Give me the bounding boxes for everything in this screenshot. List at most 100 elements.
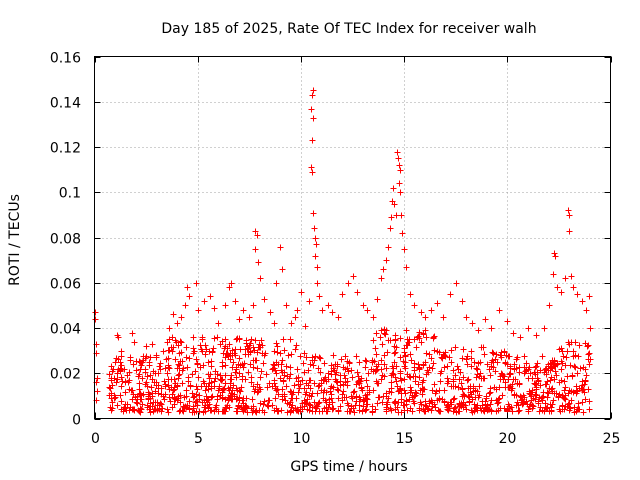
- data-point: [506, 353, 513, 360]
- data-point: [431, 401, 438, 408]
- data-point: [202, 351, 209, 358]
- data-point: [486, 406, 493, 413]
- data-point: [339, 397, 346, 404]
- data-point: [222, 396, 229, 403]
- data-point: [575, 353, 582, 360]
- data-point: [547, 367, 554, 374]
- data-point: [482, 316, 489, 323]
- data-point: [180, 408, 187, 415]
- data-point: [311, 225, 318, 232]
- data-point: [511, 392, 518, 399]
- data-point: [441, 399, 448, 406]
- data-point: [473, 404, 480, 411]
- data-point: [211, 383, 218, 390]
- y-axis-label: ROTI / TECUs: [7, 194, 23, 286]
- data-point: [277, 350, 284, 357]
- data-point: [209, 348, 216, 355]
- data-point: [137, 390, 144, 397]
- data-point: [146, 362, 153, 369]
- data-point: [219, 359, 226, 366]
- data-point: [546, 302, 553, 309]
- data-point: [340, 388, 347, 395]
- data-point: [457, 369, 464, 376]
- data-point: [372, 406, 379, 413]
- data-point: [385, 244, 392, 251]
- data-point: [534, 360, 541, 367]
- data-point: [122, 389, 129, 396]
- data-point: [514, 399, 521, 406]
- data-point: [252, 337, 259, 344]
- data-point: [413, 344, 420, 351]
- data-point: [428, 307, 435, 314]
- data-point: [309, 354, 316, 361]
- data-point: [372, 345, 379, 352]
- data-point: [430, 335, 437, 342]
- x-tick-label: 25: [603, 431, 621, 447]
- data-point: [368, 366, 375, 373]
- data-point: [584, 343, 591, 350]
- data-point: [532, 364, 539, 371]
- data-point: [186, 398, 193, 405]
- data-point: [351, 388, 358, 395]
- data-point: [423, 334, 430, 341]
- data-point: [456, 376, 463, 383]
- data-point: [490, 350, 497, 357]
- data-point: [337, 382, 344, 389]
- data-point: [264, 384, 271, 391]
- data-point: [292, 314, 299, 321]
- data-point: [222, 362, 229, 369]
- data-point: [362, 357, 369, 364]
- data-point: [174, 382, 181, 389]
- data-point: [230, 359, 237, 366]
- data-point: [422, 359, 429, 366]
- data-point: [175, 342, 182, 349]
- data-point: [543, 381, 550, 388]
- data-point: [384, 399, 391, 406]
- data-point: [196, 392, 203, 399]
- data-point: [156, 363, 163, 370]
- data-point: [316, 382, 323, 389]
- data-point: [155, 385, 162, 392]
- data-point: [397, 354, 404, 361]
- data-point: [330, 384, 337, 391]
- data-point: [527, 401, 534, 408]
- data-point: [309, 92, 316, 99]
- data-point: [364, 307, 371, 314]
- data-point: [340, 364, 347, 371]
- data-point: [214, 393, 221, 400]
- data-point: [197, 342, 204, 349]
- data-point: [147, 372, 154, 379]
- data-point: [226, 341, 233, 348]
- data-point: [388, 214, 395, 221]
- data-point: [258, 368, 265, 375]
- data-point: [248, 379, 255, 386]
- data-point: [586, 361, 593, 368]
- data-point: [196, 408, 203, 415]
- axis-ticks: [94, 56, 612, 420]
- data-point: [407, 374, 414, 381]
- data-point: [450, 396, 457, 403]
- data-point: [287, 336, 294, 343]
- y-tick-label: 0.1: [59, 186, 81, 202]
- data-point: [193, 356, 200, 363]
- data-point: [168, 344, 175, 351]
- data-point: [222, 354, 229, 361]
- data-point: [585, 356, 592, 363]
- data-point: [301, 350, 308, 357]
- data-point: [416, 374, 423, 381]
- data-point: [436, 396, 443, 403]
- data-point: [275, 391, 282, 398]
- data-point: [402, 365, 409, 372]
- data-point: [408, 357, 415, 364]
- data-point: [298, 289, 305, 296]
- data-point: [468, 355, 475, 362]
- data-point: [321, 360, 328, 367]
- data-point: [550, 397, 557, 404]
- data-point: [111, 392, 118, 399]
- data-point: [133, 367, 140, 374]
- data-point: [470, 385, 477, 392]
- data-point: [515, 408, 522, 415]
- data-point: [339, 291, 346, 298]
- data-point: [486, 366, 493, 373]
- data-point: [316, 293, 323, 300]
